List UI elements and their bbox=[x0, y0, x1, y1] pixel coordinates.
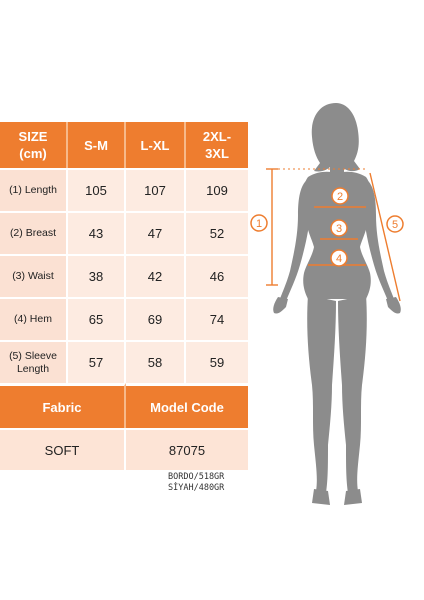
cell-value: 105 bbox=[68, 168, 126, 211]
cell-value: 74 bbox=[186, 297, 248, 340]
size-2xl3xl-header: 2XL- 3XL bbox=[186, 122, 248, 168]
weights-note: BORDO/518GR SİYAH/480GR bbox=[168, 472, 258, 494]
table-row-waist: (3) Waist 38 42 46 bbox=[0, 254, 248, 297]
cell-value: 65 bbox=[68, 297, 126, 340]
female-silhouette bbox=[273, 103, 401, 505]
size-chart-table: SIZE (cm) S-M L-XL 2XL- 3XL (1) Length 1… bbox=[0, 122, 248, 470]
model-code-value: 87075 bbox=[126, 428, 248, 470]
size-sm-header: S-M bbox=[68, 122, 126, 168]
cell-value: 58 bbox=[126, 340, 186, 383]
fabric-header-row: Fabric Model Code bbox=[0, 383, 248, 428]
weight-bordo: BORDO/518GR bbox=[168, 472, 225, 482]
table-row-breast: (2) Breast 43 47 52 bbox=[0, 211, 248, 254]
cell-value: 52 bbox=[186, 211, 248, 254]
marker-2: 2 bbox=[331, 187, 349, 205]
marker-3: 3 bbox=[330, 219, 348, 237]
row-label: (2) Breast bbox=[0, 211, 68, 254]
row-label: (3) Waist bbox=[0, 254, 68, 297]
measurement-markers: 1 2 3 4 5 bbox=[250, 187, 404, 267]
size-header-row: SIZE (cm) S-M L-XL 2XL- 3XL bbox=[0, 122, 248, 168]
marker-3-label: 3 bbox=[336, 223, 342, 235]
model-code-header: Model Code bbox=[126, 383, 248, 428]
marker-4-label: 4 bbox=[336, 253, 342, 265]
marker-5-label: 5 bbox=[392, 219, 398, 231]
table-row-length: (1) Length 105 107 109 bbox=[0, 168, 248, 211]
cell-value: 42 bbox=[126, 254, 186, 297]
marker-1: 1 bbox=[250, 214, 268, 232]
marker-2-label: 2 bbox=[337, 191, 343, 203]
weight-siyah: SİYAH/480GR bbox=[168, 483, 225, 493]
cell-value: 69 bbox=[126, 297, 186, 340]
table-row-sleeve-length: (5) Sleeve Length 57 58 59 bbox=[0, 340, 248, 383]
cell-value: 47 bbox=[126, 211, 186, 254]
marker-1-label: 1 bbox=[256, 218, 262, 230]
fabric-header: Fabric bbox=[0, 383, 126, 428]
cell-value: 109 bbox=[186, 168, 248, 211]
cell-value: 38 bbox=[68, 254, 126, 297]
row-label: (5) Sleeve Length bbox=[0, 340, 68, 383]
body-measurement-figure: 1 2 3 4 5 bbox=[250, 103, 404, 505]
cell-value: 46 bbox=[186, 254, 248, 297]
size-lxl-header: L-XL bbox=[126, 122, 186, 168]
row-label: (1) Length bbox=[0, 168, 68, 211]
row-label: (4) Hem bbox=[0, 297, 68, 340]
marker-5: 5 bbox=[386, 215, 404, 233]
marker-4: 4 bbox=[330, 249, 348, 267]
sleeve-guide-line bbox=[369, 172, 401, 302]
fabric-value: SOFT bbox=[0, 428, 126, 470]
fabric-value-row: SOFT 87075 bbox=[0, 428, 248, 470]
cell-value: 43 bbox=[68, 211, 126, 254]
size-header-cell: SIZE (cm) bbox=[0, 122, 68, 168]
cell-value: 57 bbox=[68, 340, 126, 383]
cell-value: 59 bbox=[186, 340, 248, 383]
table-row-hem: (4) Hem 65 69 74 bbox=[0, 297, 248, 340]
cell-value: 107 bbox=[126, 168, 186, 211]
